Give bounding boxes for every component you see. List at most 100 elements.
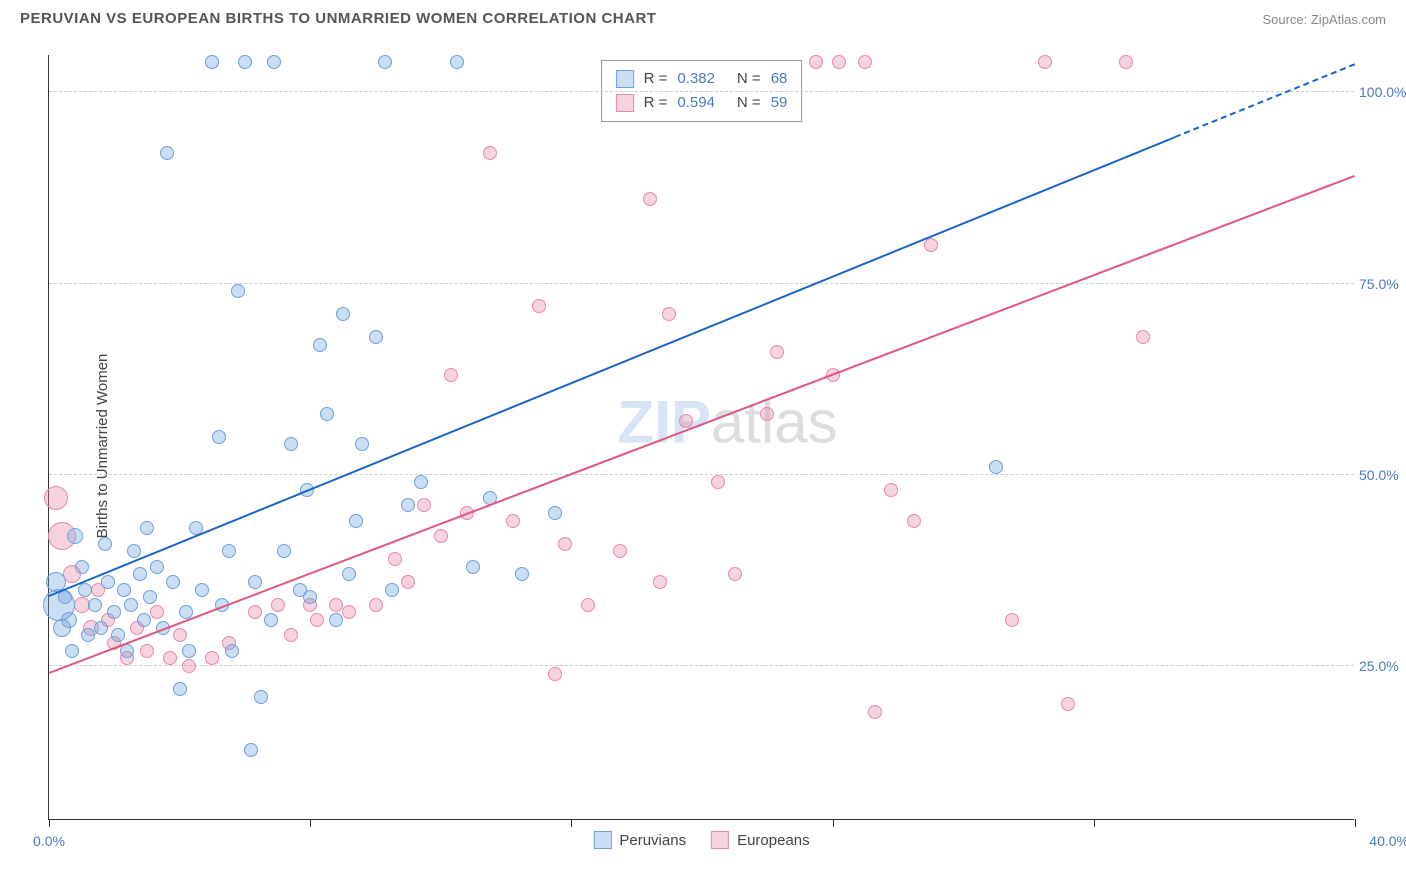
data-point: [320, 407, 334, 421]
data-point: [81, 628, 95, 642]
data-point: [271, 598, 285, 612]
data-point: [548, 667, 562, 681]
r-value: 0.382: [677, 67, 715, 91]
data-point: [248, 575, 262, 589]
data-point: [313, 338, 327, 352]
fit-line: [49, 136, 1176, 597]
data-point: [989, 460, 1003, 474]
data-point: [858, 55, 872, 69]
data-point: [809, 55, 823, 69]
data-point: [613, 544, 627, 558]
data-point: [1061, 697, 1075, 711]
data-point: [101, 575, 115, 589]
r-label: R =: [644, 91, 668, 115]
x-tick-label: 40.0%: [1369, 833, 1406, 849]
chart-title: PERUVIAN VS EUROPEAN BIRTHS TO UNMARRIED…: [20, 10, 656, 27]
data-point: [124, 598, 138, 612]
data-point: [173, 682, 187, 696]
data-point: [515, 567, 529, 581]
legend-item: Peruvians: [593, 831, 686, 849]
data-point: [450, 55, 464, 69]
legend-label: Europeans: [737, 832, 810, 849]
data-point: [832, 55, 846, 69]
data-point: [385, 583, 399, 597]
data-point: [284, 628, 298, 642]
data-point: [205, 55, 219, 69]
r-label: R =: [644, 67, 668, 91]
data-point: [44, 486, 68, 510]
data-point: [483, 146, 497, 160]
data-point: [770, 345, 784, 359]
n-label: N =: [737, 67, 761, 91]
data-point: [140, 521, 154, 535]
data-point: [349, 514, 363, 528]
data-point: [643, 192, 657, 206]
data-point: [284, 437, 298, 451]
x-tick-label: 0.0%: [33, 833, 65, 849]
data-point: [506, 514, 520, 528]
data-point: [662, 307, 676, 321]
data-point: [67, 528, 83, 544]
x-tick: [49, 819, 50, 827]
n-label: N =: [737, 91, 761, 115]
data-point: [133, 567, 147, 581]
fit-line: [49, 174, 1356, 673]
data-point: [401, 498, 415, 512]
watermark: ZIPatlas: [618, 387, 838, 456]
x-tick: [571, 819, 572, 827]
data-point: [231, 284, 245, 298]
data-point: [111, 628, 125, 642]
y-tick-label: 50.0%: [1359, 467, 1406, 483]
gridline: [49, 283, 1354, 284]
x-tick: [1094, 819, 1095, 827]
correlation-row: R = 0.382 N = 68: [616, 67, 788, 91]
data-point: [182, 644, 196, 658]
data-point: [166, 575, 180, 589]
data-point: [264, 613, 278, 627]
data-point: [212, 430, 226, 444]
data-point: [150, 605, 164, 619]
data-point: [378, 55, 392, 69]
data-point: [342, 605, 356, 619]
data-point: [140, 644, 154, 658]
series-legend: Peruvians Europeans: [593, 831, 809, 849]
x-tick: [1355, 819, 1356, 827]
data-point: [444, 368, 458, 382]
data-point: [679, 414, 693, 428]
data-point: [160, 146, 174, 160]
legend-swatch-icon: [711, 831, 729, 849]
data-point: [342, 567, 356, 581]
data-point: [98, 537, 112, 551]
data-point: [532, 299, 546, 313]
n-value: 68: [771, 67, 788, 91]
data-point: [267, 55, 281, 69]
data-point: [65, 644, 79, 658]
data-point: [78, 583, 92, 597]
data-point: [355, 437, 369, 451]
data-point: [163, 651, 177, 665]
y-tick-label: 75.0%: [1359, 276, 1406, 292]
data-point: [548, 506, 562, 520]
data-point: [369, 598, 383, 612]
data-point: [1136, 330, 1150, 344]
data-point: [466, 560, 480, 574]
data-point: [1038, 55, 1052, 69]
data-point: [222, 544, 236, 558]
data-point: [728, 567, 742, 581]
data-point: [1005, 613, 1019, 627]
data-point: [1119, 55, 1133, 69]
data-point: [868, 705, 882, 719]
data-point: [195, 583, 209, 597]
data-point: [329, 598, 343, 612]
fit-line: [1175, 64, 1355, 139]
data-point: [336, 307, 350, 321]
legend-swatch-icon: [593, 831, 611, 849]
gridline: [49, 665, 1354, 666]
data-point: [388, 552, 402, 566]
data-point: [434, 529, 448, 543]
plot-area: ZIPatlas R = 0.382N = 68R = 0.594N = 59 …: [48, 55, 1354, 820]
data-point: [303, 590, 317, 604]
correlation-row: R = 0.594N = 59: [616, 91, 788, 115]
data-point: [117, 583, 131, 597]
data-point: [182, 659, 196, 673]
